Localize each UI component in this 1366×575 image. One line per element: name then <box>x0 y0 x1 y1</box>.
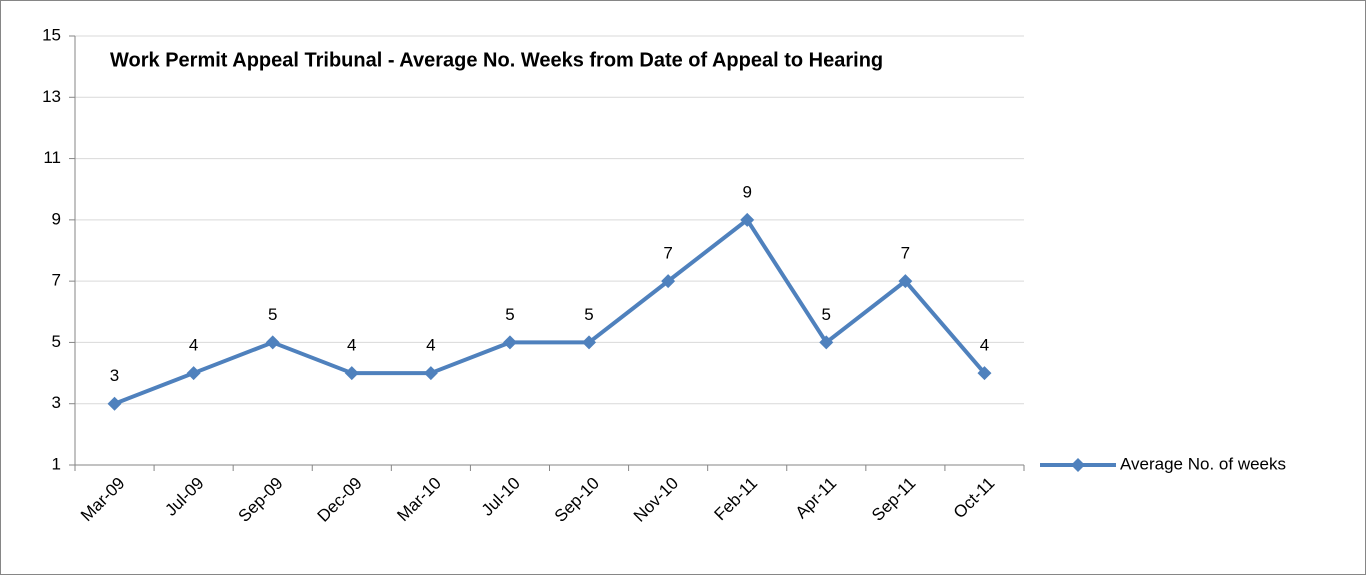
data-point <box>186 366 201 381</box>
legend-marker <box>1071 458 1085 472</box>
data-point <box>107 396 122 411</box>
data-label: 5 <box>584 305 593 324</box>
series-line <box>113 217 986 406</box>
data-point <box>977 366 992 381</box>
y-tick-label: 7 <box>52 271 61 290</box>
y-tick-label: 3 <box>52 393 61 412</box>
data-point <box>344 366 359 381</box>
legend-label: Average No. of weeks <box>1120 454 1286 473</box>
data-label: 5 <box>822 305 831 324</box>
data-label: 4 <box>189 336 198 355</box>
y-tick-label: 9 <box>52 209 61 228</box>
data-label: 5 <box>505 305 514 324</box>
data-label: 7 <box>901 244 910 263</box>
y-tick-label: 1 <box>52 454 61 473</box>
data-point <box>502 335 517 350</box>
data-label: 3 <box>110 366 119 385</box>
data-point <box>819 335 834 350</box>
data-point <box>661 274 676 289</box>
y-tick-label: 13 <box>42 87 61 106</box>
data-point <box>265 335 280 350</box>
data-point <box>582 335 597 350</box>
data-label: 4 <box>980 336 989 355</box>
data-label: 7 <box>663 244 672 263</box>
data-label: 9 <box>742 182 751 201</box>
data-label: 4 <box>426 336 435 355</box>
data-point <box>423 366 438 381</box>
y-tick-label: 15 <box>42 25 61 44</box>
data-point <box>898 274 913 289</box>
chart-title: Work Permit Appeal Tribunal - Average No… <box>110 49 883 71</box>
data-label: 5 <box>268 305 277 324</box>
data-label: 4 <box>347 336 356 355</box>
data-point <box>740 212 755 227</box>
y-tick-label: 11 <box>43 148 61 167</box>
y-tick-label: 5 <box>52 332 61 351</box>
